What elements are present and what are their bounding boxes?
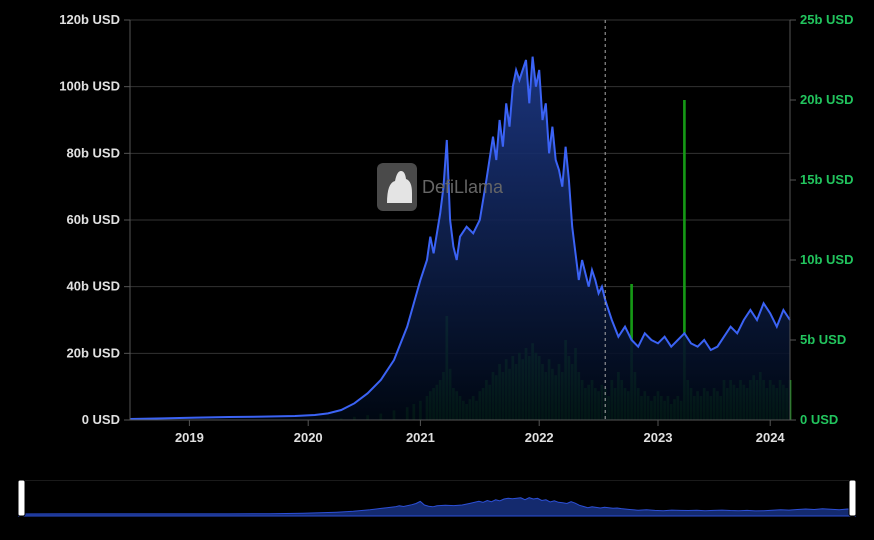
- tvl-area: [130, 57, 790, 420]
- svg-text:0 USD: 0 USD: [82, 412, 120, 427]
- svg-text:100b USD: 100b USD: [59, 79, 120, 94]
- svg-text:120b USD: 120b USD: [59, 12, 120, 27]
- svg-text:2021: 2021: [406, 430, 435, 445]
- svg-text:15b USD: 15b USD: [800, 172, 853, 187]
- svg-text:10b USD: 10b USD: [800, 252, 853, 267]
- svg-text:2019: 2019: [175, 430, 204, 445]
- svg-text:5b USD: 5b USD: [800, 332, 846, 347]
- svg-text:2022: 2022: [525, 430, 554, 445]
- chart-container: DefiLlama 0 USD 20b USD 40b USD 60b USD 80b …: [0, 0, 874, 540]
- brush-timeline[interactable]: [18, 480, 856, 530]
- svg-text:2023: 2023: [644, 430, 673, 445]
- left-axis: 0 USD 20b USD 40b USD 60b USD 80b USD 100b US…: [59, 12, 130, 427]
- svg-text:80b USD: 80b USD: [67, 145, 120, 160]
- main-chart[interactable]: DefiLlama 0 USD 20b USD 40b USD 60b USD 80b …: [0, 0, 874, 470]
- svg-text:2020: 2020: [294, 430, 323, 445]
- svg-text:25b USD: 25b USD: [800, 12, 853, 27]
- brush-handle-right[interactable]: [849, 480, 856, 516]
- right-axis: 0 USD 5b USD 10b USD 15b USD 20b USD 25b USD: [790, 12, 853, 427]
- svg-text:0 USD: 0 USD: [800, 412, 838, 427]
- svg-text:20b USD: 20b USD: [800, 92, 853, 107]
- svg-text:20b USD: 20b USD: [67, 345, 120, 360]
- svg-text:2024: 2024: [756, 430, 786, 445]
- x-axis: 2019 2020 2021 2022 2023 2024: [130, 420, 790, 445]
- svg-text:DefiLlama: DefiLlama: [422, 177, 504, 197]
- brush-handle-left[interactable]: [18, 480, 25, 516]
- svg-text:60b USD: 60b USD: [67, 212, 120, 227]
- svg-text:40b USD: 40b USD: [67, 279, 120, 294]
